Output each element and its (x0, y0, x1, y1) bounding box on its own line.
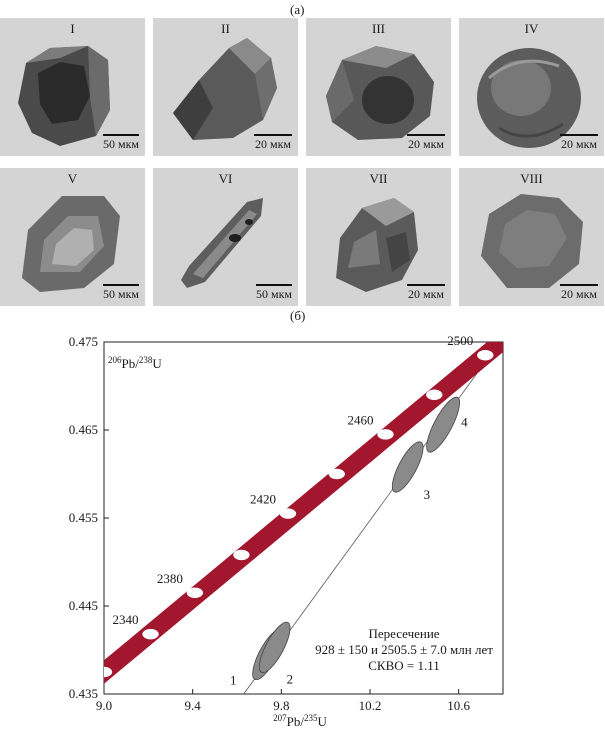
zircon-grain-image (326, 46, 434, 140)
grain-label: VII (369, 171, 388, 186)
x-tick-label: 9.0 (96, 698, 112, 713)
scale-bar: 20 мкм (560, 134, 598, 152)
x-axis-label: 207Pb/235U (273, 713, 327, 729)
x-tick-label: 10.2 (359, 698, 382, 713)
grain-label: III (372, 21, 385, 36)
y-tick-label: 0.465 (69, 422, 98, 437)
analysis-ellipses: 1 2 3 4 (230, 396, 468, 687)
scale-bar: 50 мкм (103, 284, 139, 302)
intersection-annotation: Пересечение 928 ± 150 и 2505.5 ± 7.0 млн… (315, 626, 493, 673)
age-label: 2340 (113, 612, 139, 627)
y-tick-label: 0.455 (69, 510, 98, 525)
grain-label: VIII (520, 171, 543, 186)
concordia-plot: 1 2 3 4 9.0 9.4 9.8 10.2 10.6 0.475 0.465 0.455 0.4… (69, 333, 504, 729)
grain-tile-7: VII 20 мкм (306, 168, 451, 306)
scale-bar: 20 мкм (254, 134, 292, 152)
scale-bar: 20 мкм (560, 284, 598, 302)
concordia-age-marker (328, 468, 345, 480)
y-tick-label: 0.445 (69, 598, 98, 613)
grain-label: I (70, 21, 75, 36)
concordia-age-marker (104, 666, 113, 678)
y-tick-label: 0.475 (69, 334, 98, 349)
concordia-age-marker (186, 587, 204, 599)
analysis-label: 3 (424, 487, 431, 502)
concordia-age-marker (426, 389, 443, 401)
grain-label: VI (218, 171, 233, 186)
y-axis-label: 206Pb/238U (108, 355, 162, 371)
analysis-label: 1 (230, 672, 237, 687)
grain-tile-8: VIII 20 мкм (459, 168, 604, 306)
zircon-grain-image (477, 48, 581, 148)
age-label: 2500 (447, 333, 473, 348)
scale-bar: 20 мкм (407, 284, 445, 302)
analysis-label: 2 (287, 671, 294, 686)
scale-bar: 50 мкм (256, 284, 292, 302)
grain-label: IV (524, 21, 539, 36)
zircon-grain-image (336, 198, 418, 292)
x-tick-label: 9.8 (273, 698, 289, 713)
age-label: 2380 (157, 571, 183, 586)
concordia-age-marker (233, 549, 250, 561)
panel-a-label: (а) (290, 2, 305, 17)
analysis-ellipse (426, 396, 460, 453)
analysis-ellipse (258, 621, 291, 673)
concordia-age-labels: 2340 2380 2420 2460 2500 (113, 333, 474, 627)
concordia-curve (104, 342, 503, 684)
concordia-age-marker (142, 628, 159, 640)
analysis-ellipse (391, 441, 424, 493)
grain-tile-2: II 20 мкм (153, 18, 298, 156)
axes: 9.0 9.4 9.8 10.2 10.6 0.475 0.465 0.455 0.445 0.4… (69, 334, 471, 713)
grain-tile-1: I 50 мкм (0, 18, 145, 156)
age-label: 2460 (348, 412, 374, 427)
zircon-grain-image (173, 38, 277, 140)
concordia-age-marker (279, 508, 297, 519)
y-tick-label: 0.435 (69, 686, 98, 701)
zircon-grain-image (22, 196, 120, 292)
zircon-grain-image (181, 198, 263, 288)
grain-label: II (221, 21, 230, 36)
analysis-label: 4 (461, 415, 468, 430)
x-tick-label: 10.6 (447, 698, 470, 713)
x-tick-label: 9.4 (185, 698, 202, 713)
zircon-grain-image (481, 194, 583, 288)
annotation-line-3: СКВО = 1.11 (368, 658, 440, 673)
grain-tile-3: III 20 мкм (306, 18, 451, 156)
scale-bar: 20 мкм (407, 134, 445, 152)
age-label: 2420 (250, 492, 276, 507)
grain-label: V (67, 171, 78, 186)
grain-tile-6: VI 50 мкм (153, 168, 298, 306)
grain-tile-4: IV 20 мкм (459, 18, 604, 156)
scale-bar: 50 мкм (103, 134, 139, 152)
panel-b-label: (б) (290, 308, 306, 323)
annotation-line-2: 928 ± 150 и 2505.5 ± 7.0 млн лет (315, 642, 493, 657)
concordia-age-marker (377, 429, 394, 440)
grain-tile-5: V 50 мкм (0, 168, 145, 306)
concordia-age-marker (477, 349, 494, 361)
zircon-grain-image (18, 46, 110, 146)
annotation-line-1: Пересечение (368, 626, 439, 641)
